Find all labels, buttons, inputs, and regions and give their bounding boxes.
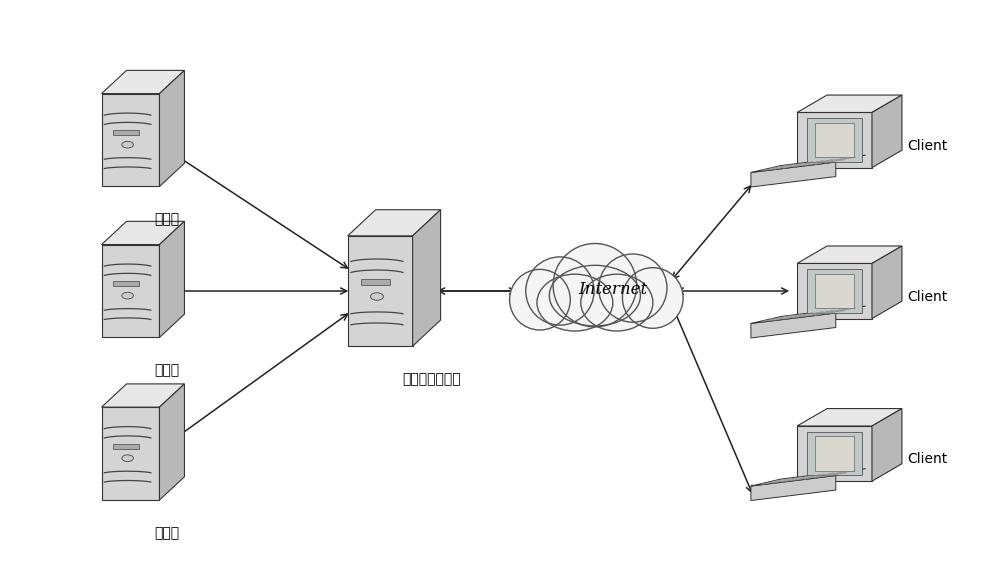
Polygon shape [797, 264, 872, 318]
Polygon shape [751, 306, 866, 324]
Polygon shape [348, 236, 413, 346]
Circle shape [122, 455, 133, 462]
Polygon shape [797, 426, 872, 481]
Polygon shape [807, 432, 862, 475]
Text: Client: Client [907, 452, 947, 466]
Polygon shape [797, 246, 902, 264]
Polygon shape [797, 95, 902, 112]
Polygon shape [348, 210, 441, 236]
Circle shape [370, 293, 383, 300]
Circle shape [122, 292, 133, 299]
Text: Client: Client [907, 290, 947, 304]
Polygon shape [751, 475, 836, 501]
Bar [113, 281, 139, 286]
Polygon shape [159, 221, 184, 338]
Ellipse shape [599, 254, 667, 322]
Ellipse shape [581, 274, 653, 331]
Polygon shape [751, 469, 866, 486]
Text: 服务器: 服务器 [154, 526, 180, 540]
Polygon shape [807, 118, 862, 162]
Polygon shape [751, 162, 836, 187]
Text: 反向代理服务器: 反向代理服务器 [402, 372, 461, 386]
Ellipse shape [526, 257, 594, 325]
Polygon shape [102, 221, 184, 244]
Text: Internet: Internet [578, 281, 647, 298]
Polygon shape [102, 384, 184, 407]
Polygon shape [102, 244, 159, 338]
Text: Client: Client [907, 139, 947, 153]
Text: 服务器: 服务器 [154, 212, 180, 226]
Polygon shape [159, 384, 184, 500]
Circle shape [122, 141, 133, 148]
Ellipse shape [537, 274, 613, 331]
Polygon shape [797, 409, 902, 426]
Bar [361, 279, 390, 286]
Polygon shape [807, 269, 862, 313]
Polygon shape [159, 70, 184, 186]
Polygon shape [102, 70, 184, 94]
Polygon shape [751, 313, 836, 338]
Polygon shape [413, 210, 441, 346]
Polygon shape [815, 436, 854, 471]
Polygon shape [872, 409, 902, 481]
Polygon shape [872, 246, 902, 318]
Polygon shape [797, 112, 872, 168]
Ellipse shape [553, 243, 637, 327]
Bar [113, 444, 139, 449]
Text: 服务器: 服务器 [154, 364, 180, 378]
Polygon shape [815, 123, 854, 157]
Bar [113, 130, 139, 136]
Polygon shape [102, 94, 159, 186]
Ellipse shape [622, 268, 683, 328]
Polygon shape [751, 155, 866, 172]
Ellipse shape [549, 265, 640, 326]
Polygon shape [102, 407, 159, 500]
Ellipse shape [510, 269, 570, 330]
Polygon shape [815, 274, 854, 308]
Polygon shape [872, 95, 902, 168]
